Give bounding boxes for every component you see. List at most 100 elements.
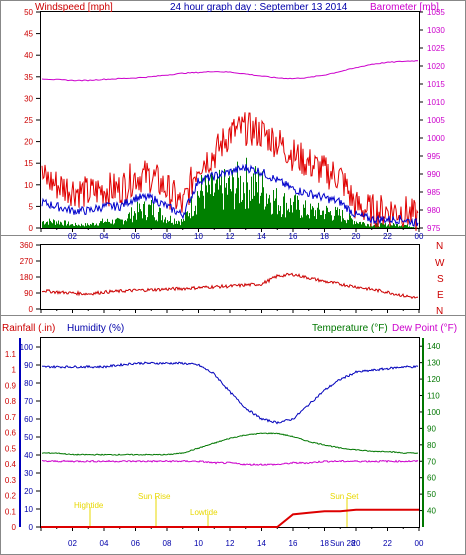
temperature-axis-tick-label: 90 [427, 424, 436, 433]
temperature-axis-tick-label: 100 [427, 408, 441, 417]
humidity-axis-tick-label: 40 [24, 451, 33, 460]
rain-axis-tick-label: 1.1 [5, 350, 17, 359]
wind-axis-tick-label: 25 [24, 116, 33, 125]
humidity-axis-title: Humidity (%) [67, 323, 124, 334]
wind-x-tick-label: 20 [352, 232, 361, 241]
rain-axis-tick-label: 0 [12, 523, 17, 532]
wind-x-tick-label: 04 [100, 232, 109, 241]
wind-x-tick-label: 00 [415, 232, 424, 241]
baro-axis-tick-label: 1005 [427, 116, 445, 125]
wind-x-tick-label: 06 [131, 232, 140, 241]
humidity-axis-tick-label: 30 [24, 469, 33, 478]
baro-axis-tick-label: 1020 [427, 62, 445, 71]
humidity-axis-tick-label: 70 [24, 397, 33, 406]
wind-x-tick-label: 08 [163, 232, 172, 241]
wind-axis-tick-label: 50 [24, 8, 33, 17]
baro-axis-tick-label: 1015 [427, 80, 445, 89]
humidity-axis-tick-label: 50 [24, 433, 33, 442]
humidity-axis-tick-label: 90 [24, 361, 33, 370]
temperature-plot-frame [40, 337, 420, 528]
temperature-x-tick-label: 10 [194, 539, 203, 548]
rain-axis-tick-label: 0.8 [5, 397, 17, 406]
direction-plot-frame [40, 244, 420, 310]
rain-axis-tick-label: 0.5 [5, 444, 17, 453]
barometer-line [41, 60, 419, 82]
humidity-axis-tick-label: 80 [24, 379, 33, 388]
temperature-x-tick-label: 04 [100, 539, 109, 548]
baro-axis-tick-label: 1010 [427, 98, 445, 107]
temperature-x-tick-label: 02 [68, 539, 77, 548]
baro-axis-tick-label: 990 [427, 170, 441, 179]
barometer-axis-title: Barometer [mb] [370, 2, 439, 13]
wind-axis-tick-label: 30 [24, 94, 33, 103]
humidity-axis-tick-label: 10 [24, 505, 33, 514]
rain-axis-tick-label: 0.4 [5, 460, 17, 469]
wind-x-tick-label: 14 [257, 232, 266, 241]
baro-axis-tick-label: 975 [427, 224, 441, 233]
direction-axis-tick-label: 0 [29, 305, 34, 314]
humidity-axis-tick-label: 60 [24, 415, 33, 424]
rain-axis-tick-label: 0.7 [5, 413, 17, 422]
temperature-axis-tick-label: 60 [427, 474, 436, 483]
temperature-x-tick-label: 16 [289, 539, 298, 548]
temperature-x-tick-label: 08 [163, 539, 172, 548]
baro-axis-tick-label: 1035 [427, 8, 445, 17]
rain-axis-tick-label: 1 [12, 366, 17, 375]
rain-axis-tick-label: 0.1 [5, 507, 17, 516]
wind-axis-tick-label: 10 [24, 181, 33, 190]
temperature-x-tick-label: 06 [131, 539, 140, 548]
plot-layer: 0510152025303540455097598098599099510001… [5, 8, 445, 548]
temperature-axis-title: Temperature (°F) [312, 323, 388, 334]
lowtide-label: Lowtide [190, 508, 218, 517]
baro-axis-tick-label: 1030 [427, 26, 445, 35]
chart-title: 24 hour graph day : September 13 2014 [170, 2, 348, 13]
windspeed-line [41, 112, 419, 231]
baro-axis-tick-label: 995 [427, 152, 441, 161]
temperature-axis-tick-label: 70 [427, 457, 436, 466]
temperature-x-tick-label: 00 [415, 539, 424, 548]
direction-axis-tick-label: 360 [20, 241, 34, 250]
temperature-x-tick-label: 20 [352, 539, 361, 548]
wind-axis-tick-label: 40 [24, 51, 33, 60]
dewpoint-line [42, 459, 419, 467]
compass-label: S [437, 274, 444, 285]
sunset-time-label: Sun 28 [330, 539, 356, 548]
temperature-x-tick-label: 18 [320, 539, 329, 548]
direction-axis-tick-label: 270 [20, 257, 34, 266]
temperature-axis-tick-label: 140 [427, 342, 441, 351]
wind-x-tick-label: 16 [289, 232, 298, 241]
humidity-line [41, 361, 419, 425]
wind-x-tick-label: 22 [383, 232, 392, 241]
temperature-axis-tick-label: 110 [427, 392, 440, 401]
rainfall-line [41, 508, 419, 528]
wind-axis-tick-label: 45 [24, 30, 33, 39]
temperature-x-tick-label: 14 [257, 539, 266, 548]
compass-labels: N W S E N [435, 241, 445, 317]
temperature-x-tick-label: 12 [226, 539, 235, 548]
wind-x-tick-label: 12 [226, 232, 235, 241]
temperature-axis-tick-label: 130 [427, 359, 441, 368]
rain-axis-tick-label: 0.3 [5, 476, 17, 485]
rain-axis-tick-label: 0.2 [5, 492, 17, 501]
wind-axis-tick-label: 20 [24, 138, 33, 147]
sunrise-label: Sun Rise [138, 492, 171, 501]
wind-axis-tick-label: 0 [29, 224, 34, 233]
temperature-line [41, 432, 419, 456]
temperature-axis-tick-label: 120 [427, 375, 441, 384]
direction-axis-tick-label: 180 [20, 273, 34, 282]
wind-axis-tick-label: 15 [24, 159, 33, 168]
event-markers: Hightide Sun Rise Lowtide Sun Set Sun 28 [74, 492, 359, 548]
temperature-axis-tick-label: 80 [427, 441, 436, 450]
wind-axis-tick-label: 35 [24, 73, 33, 82]
humidity-axis-tick-label: 20 [24, 487, 33, 496]
wind-x-tick-label: 18 [320, 232, 329, 241]
baro-axis-tick-label: 1000 [427, 134, 445, 143]
baro-axis-tick-label: 985 [427, 188, 441, 197]
compass-label: N [436, 241, 443, 252]
wind-x-tick-label: 02 [68, 232, 77, 241]
wind-direction-line [41, 272, 419, 300]
humidity-axis-tick-label: 0 [29, 523, 34, 532]
hightide-label: Hightide [74, 501, 104, 510]
